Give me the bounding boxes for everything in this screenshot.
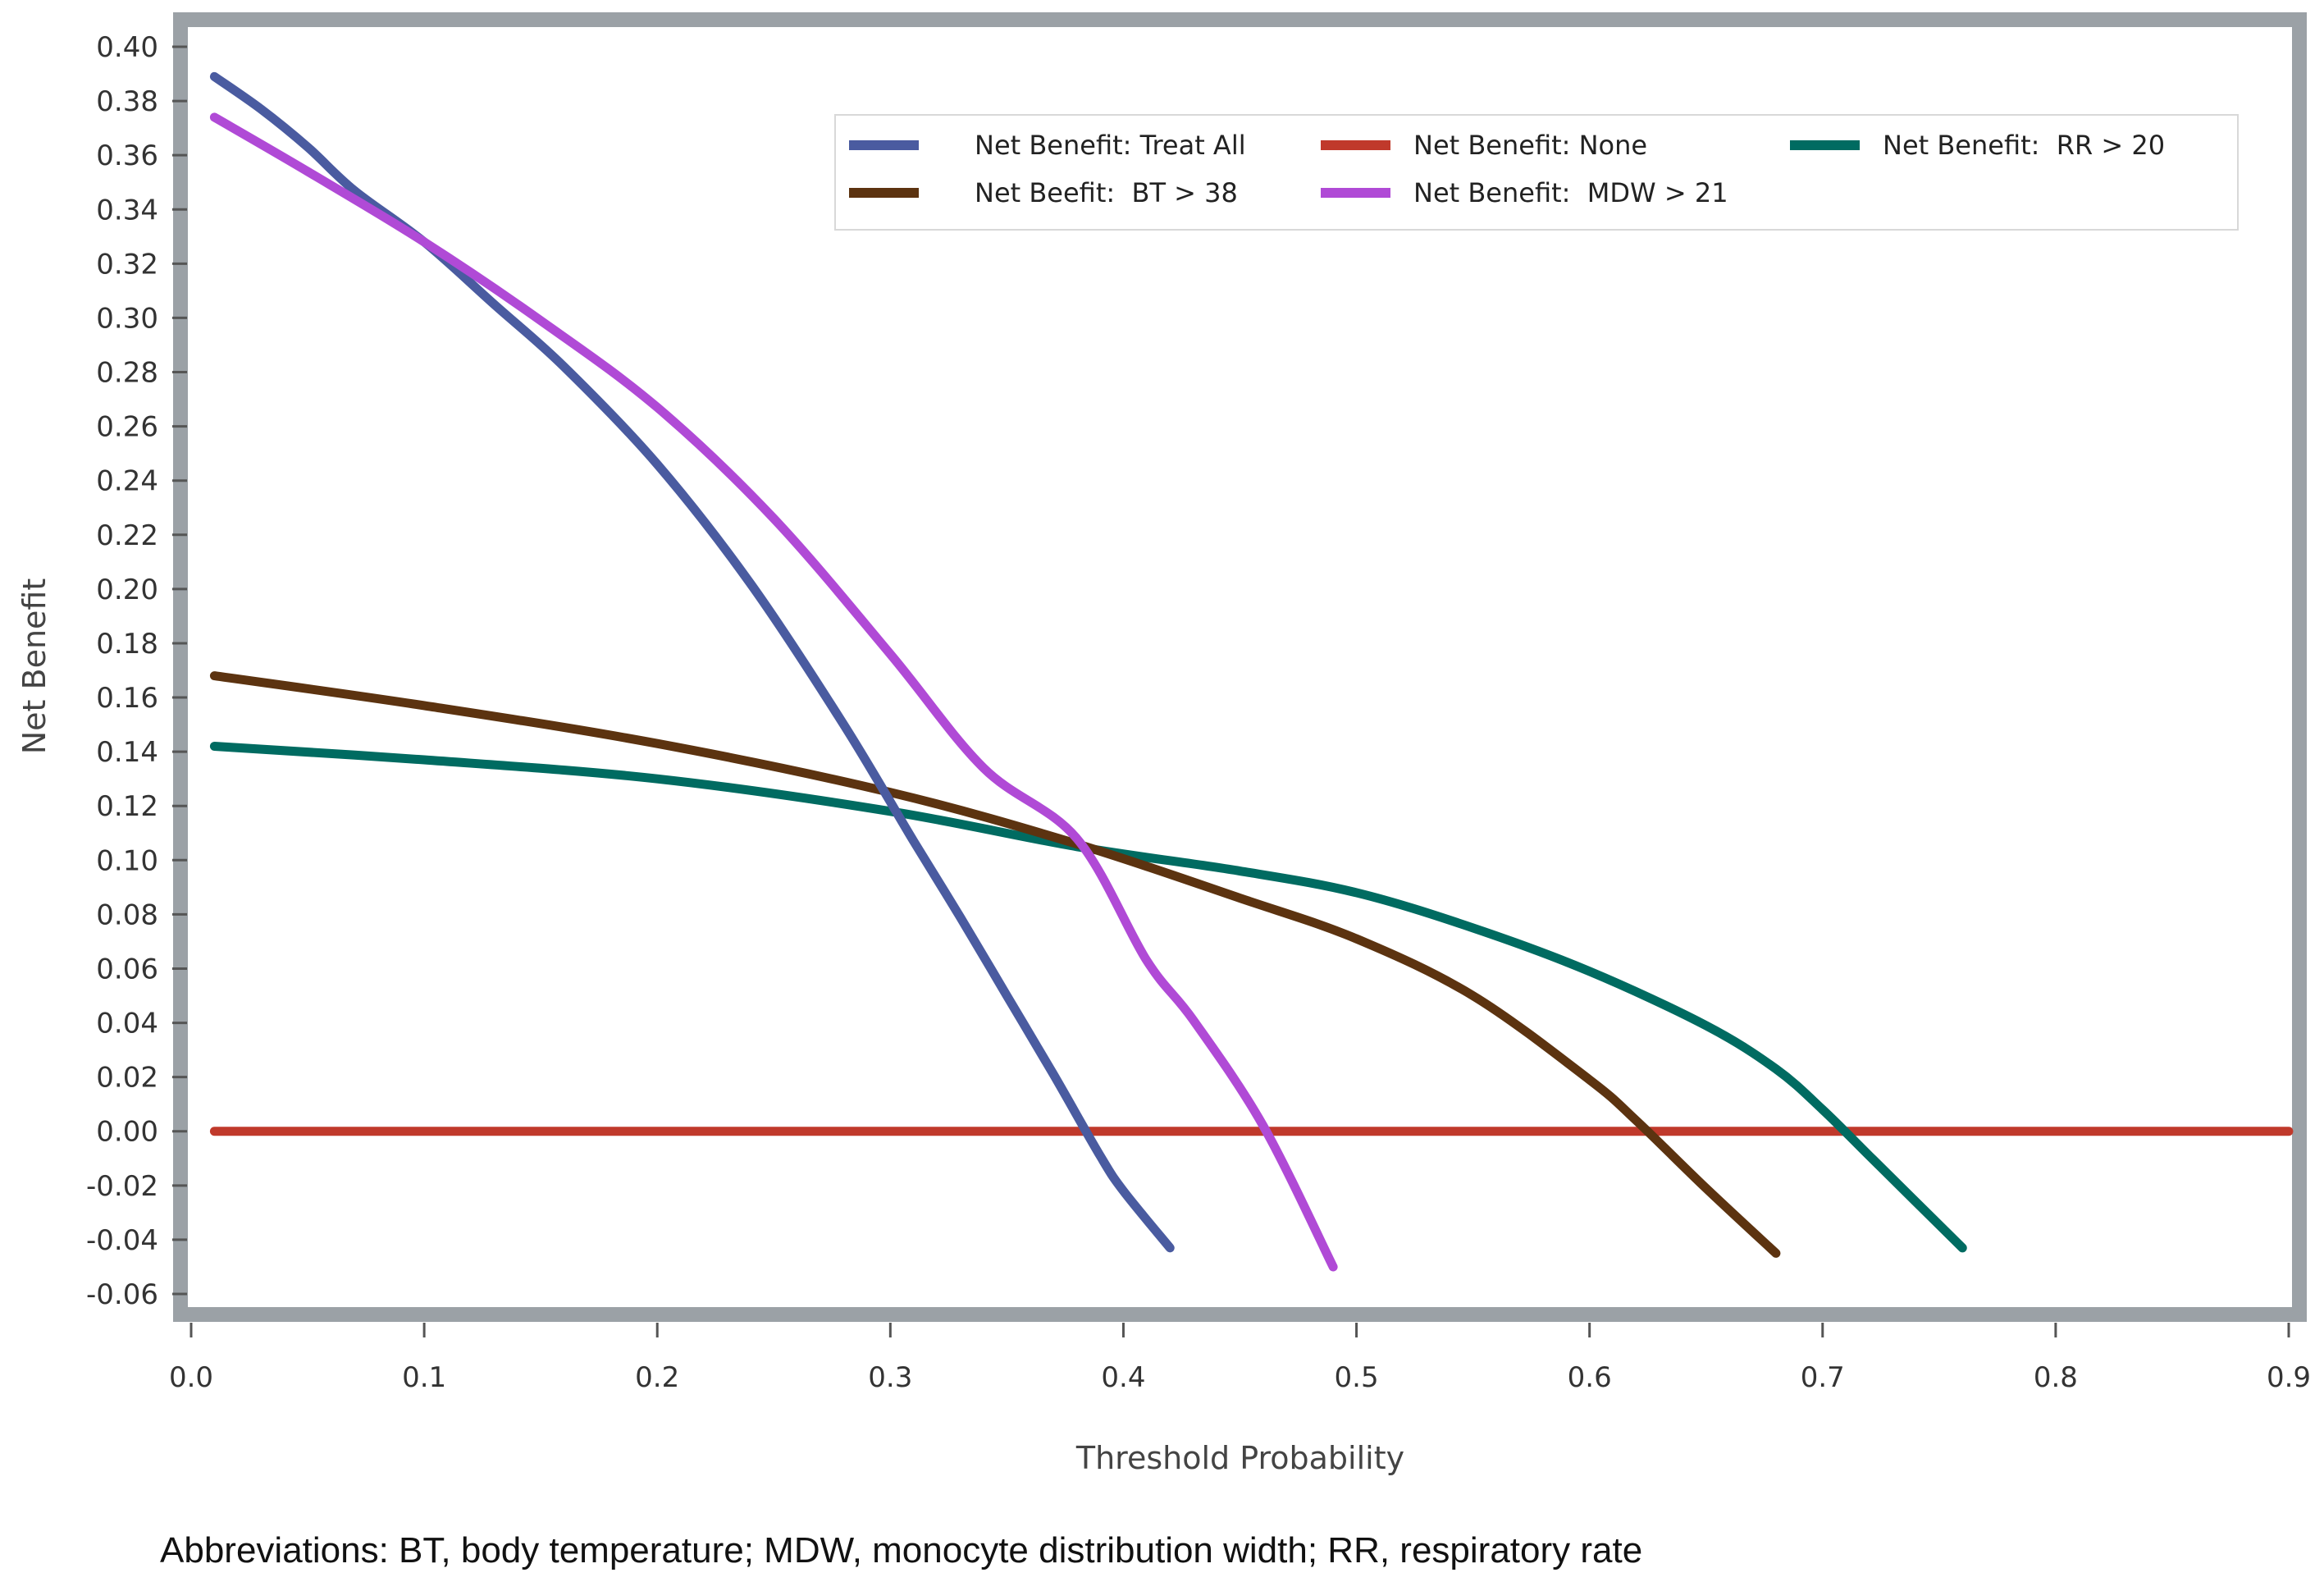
y-tick-label: 0.34 (96, 194, 158, 226)
x-tick-label: 0.8 (2034, 1361, 2078, 1394)
y-tick-label: 0.32 (96, 248, 158, 281)
series-line-net-benefit-rr-20 (209, 742, 1967, 1253)
x-tick-label: 0.7 (1801, 1361, 1845, 1394)
y-tick-label: 0.20 (96, 574, 158, 606)
y-tick-label: 0.08 (96, 898, 158, 931)
legend-box (834, 114, 2239, 231)
series-lines (209, 71, 2294, 1272)
x-tick-label: 0.9 (2267, 1361, 2311, 1394)
plot-frame (173, 12, 2307, 1322)
y-tick-label: 0.00 (96, 1116, 158, 1149)
x-tick-label: 0.4 (1101, 1361, 1145, 1394)
y-tick-label: 0.38 (96, 85, 158, 118)
legend-label-net-beefit-bt-38: Net Beefit: BT > 38 (975, 177, 1238, 208)
x-tick-label: 0.6 (1568, 1361, 1612, 1394)
y-tick-label: 0.02 (96, 1062, 158, 1095)
x-axis: 0.0 0.1 0.2 0.3 0.4 0.5 0.6 0.7 0.8 0.9 (169, 1323, 2311, 1394)
y-tick-label: 0.14 (96, 736, 158, 769)
legend-label-net-benefit-rr-20: Net Benefit: RR > 20 (1883, 130, 2165, 161)
y-tick-label: 0.06 (96, 953, 158, 985)
x-tick-label: 0.3 (868, 1361, 912, 1394)
legend-label-net-benefit-treat-all: Net Benefit: Treat All (975, 130, 1246, 161)
y-tick-label: 0.22 (96, 519, 158, 552)
x-tick-label: 0.2 (635, 1361, 679, 1394)
legend-label-net-benefit-mdw-21: Net Benefit: MDW > 21 (1413, 177, 1728, 208)
x-tick-label: 0.5 (1335, 1361, 1379, 1394)
y-tick-label: 0.12 (96, 790, 158, 823)
abbreviations-footnote: Abbreviations: BT, body temperature; MDW… (160, 1530, 1643, 1570)
y-tick-label: 0.18 (96, 628, 158, 661)
y-tick-label: 0.30 (96, 302, 158, 335)
y-tick-label: -0.06 (86, 1278, 158, 1311)
y-tick-label: 0.10 (96, 844, 158, 877)
y-tick-label: 0.36 (96, 139, 158, 172)
y-tick-label: 0.04 (96, 1008, 158, 1040)
y-tick-label: 0.40 (96, 31, 158, 64)
y-tick-label: 0.16 (96, 682, 158, 715)
y-tick-label: 0.26 (96, 411, 158, 444)
y-axis: 0.40 0.38 0.36 0.34 0.32 0.30 0.28 0.26 0.24 0.22… (86, 31, 187, 1311)
x-tick-label: 0.0 (169, 1361, 213, 1394)
series-line-net-benefit-treat-all (209, 71, 1175, 1253)
y-tick-label: 0.24 (96, 465, 158, 498)
y-tick-label: -0.04 (86, 1224, 158, 1257)
y-tick-label: 0.28 (96, 357, 158, 390)
series-line-net-benefit-mdw-21 (209, 112, 1338, 1272)
y-tick-label: -0.02 (86, 1170, 158, 1203)
legend: Net Benefit: Treat All Net Benefit: None N… (834, 114, 2239, 231)
y-axis-title: Net Benefit (16, 578, 53, 755)
x-tick-label: 0.1 (402, 1361, 446, 1394)
series-line-net-beefit-bt-38 (209, 671, 1781, 1258)
x-axis-title: Threshold Probability (1075, 1440, 1404, 1476)
legend-label-net-benefit-none: Net Benefit: None (1413, 130, 1647, 161)
